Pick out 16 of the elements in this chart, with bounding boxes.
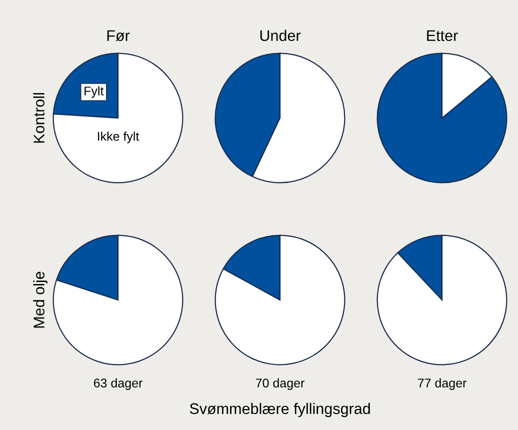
pie-slice bbox=[52, 234, 184, 366]
chart-title: Etter bbox=[427, 30, 458, 42]
text: 70 dager bbox=[256, 378, 304, 390]
text: 77 dager bbox=[418, 378, 466, 390]
slice-label: Ikke fylt bbox=[98, 132, 140, 144]
slice-label: Fylt bbox=[84, 86, 104, 98]
pie-slice bbox=[52, 52, 184, 184]
text: Kontroll bbox=[33, 93, 44, 143]
pie-slice bbox=[376, 234, 508, 366]
text: 63 dager bbox=[94, 378, 142, 390]
pie-slice bbox=[214, 234, 346, 366]
chart-title: Før bbox=[107, 30, 130, 42]
text: Med olje bbox=[33, 272, 48, 328]
text: Svømmeblære fyllingsgrad bbox=[190, 402, 370, 418]
chart-title: Under bbox=[260, 30, 301, 42]
pie-slice bbox=[376, 52, 508, 184]
